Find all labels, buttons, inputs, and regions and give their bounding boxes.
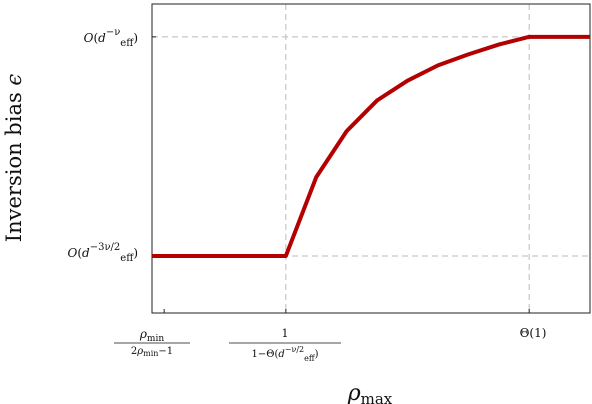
series-group bbox=[152, 34, 590, 259]
x-tick-labels: ρmin 2ρmin−1 1 1−Θ(d−ν/2eff) Θ(1) bbox=[114, 326, 546, 363]
x-axis-label: ρmax bbox=[347, 381, 393, 404]
series-line bbox=[152, 34, 590, 259]
grid-lines bbox=[152, 4, 590, 313]
y-tick-label-1: O(d−νeff) bbox=[84, 27, 138, 49]
plot-frame bbox=[151, 3, 591, 314]
x-tick-label-0-denominator: 2ρmin−1 bbox=[131, 346, 173, 358]
axis-labels: ρmax Inversion bias ϵ bbox=[2, 74, 393, 404]
tick-marks bbox=[152, 36, 530, 313]
x-tick-label-1-numerator: 1 bbox=[282, 327, 289, 340]
x-tick-label-2: Θ(1) bbox=[520, 326, 547, 340]
y-axis-label: Inversion bias ϵ bbox=[2, 74, 26, 243]
y-tick-labels: O(d−νeff) O(d−3ν/2eff) bbox=[68, 27, 139, 264]
y-tick-label-0: O(d−3ν/2eff) bbox=[68, 242, 139, 264]
x-tick-label-0-numerator: ρmin bbox=[139, 327, 164, 344]
x-tick-label-1-denominator: 1−Θ(d−ν/2eff) bbox=[252, 345, 319, 363]
